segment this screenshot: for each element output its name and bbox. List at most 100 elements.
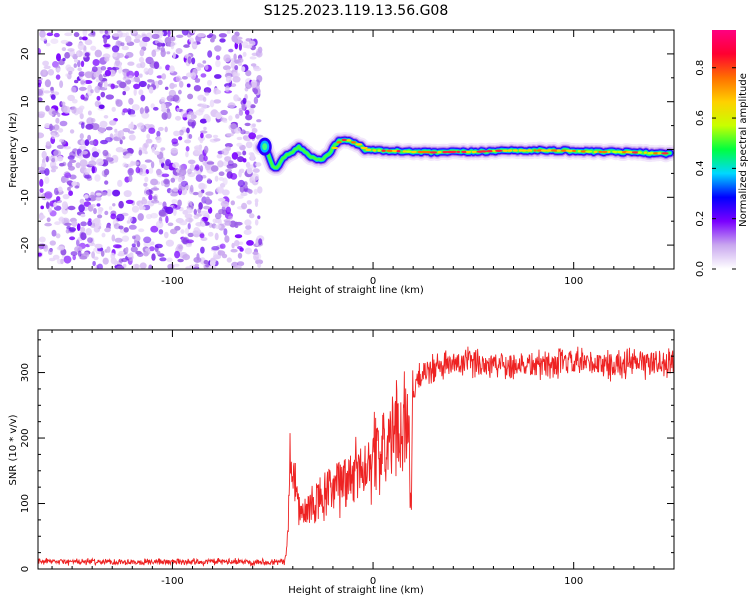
noise-speckle-dot bbox=[98, 74, 103, 81]
snr-xlabel: Height of straight line (km) bbox=[288, 585, 424, 596]
noise-speckle-dot bbox=[190, 114, 197, 120]
noise-speckle-dot bbox=[81, 122, 85, 129]
noise-speckle-dot bbox=[80, 226, 86, 233]
noise-speckle-dot bbox=[160, 46, 165, 53]
noise-speckle-dot bbox=[256, 119, 262, 123]
noise-speckle-dot bbox=[194, 147, 201, 155]
noise-speckle-dot bbox=[128, 75, 133, 79]
noise-speckle-dot bbox=[80, 94, 85, 100]
noise-speckle-dot bbox=[128, 123, 135, 130]
noise-speckle-dot bbox=[121, 235, 130, 242]
noise-speckle-dot bbox=[69, 129, 75, 134]
noise-speckle-dot bbox=[226, 133, 234, 137]
noise-speckle-dot bbox=[106, 246, 111, 253]
noise-speckle-dot bbox=[39, 178, 44, 187]
noise-speckle-dot bbox=[220, 200, 230, 208]
noise-speckle-dot bbox=[117, 179, 123, 187]
noise-speckle-dot bbox=[63, 146, 71, 150]
signal-ridge-peak bbox=[607, 150, 611, 154]
noise-speckle-dot bbox=[44, 79, 52, 88]
noise-speckle-dot bbox=[77, 42, 85, 51]
noise-speckle-dot bbox=[231, 34, 238, 43]
noise-speckle-dot bbox=[240, 169, 244, 174]
noise-speckle-dot bbox=[116, 53, 125, 58]
noise-speckle-dot bbox=[115, 147, 124, 153]
noise-speckle-dot bbox=[84, 174, 92, 179]
noise-speckle-dot bbox=[104, 69, 111, 77]
noise-speckle-dot bbox=[230, 200, 235, 206]
noise-speckle-dot bbox=[227, 160, 234, 167]
noise-speckle-dot bbox=[190, 72, 196, 80]
noise-speckle-dot bbox=[188, 111, 194, 116]
noise-speckle-dot bbox=[62, 57, 66, 62]
noise-speckle-dot bbox=[215, 112, 222, 120]
noise-speckle-dot bbox=[74, 185, 80, 189]
noise-speckle-dot bbox=[78, 71, 85, 77]
noise-speckle-dot bbox=[57, 186, 63, 193]
noise-speckle-dot bbox=[198, 182, 206, 190]
noise-speckle-dot bbox=[187, 118, 194, 123]
noise-speckle-dot bbox=[50, 86, 54, 91]
noise-speckle-dot bbox=[160, 97, 166, 102]
noise-speckle-dot bbox=[166, 95, 175, 102]
signal-ridge-peak bbox=[598, 150, 603, 154]
snr-ytick-label: 100 bbox=[20, 494, 31, 513]
noise-speckle-dot bbox=[93, 256, 99, 261]
signal-ridge-peak bbox=[521, 149, 528, 152]
noise-speckle-dot bbox=[184, 139, 192, 144]
spectrogram-ylabel: Frequency (Hz) bbox=[8, 112, 19, 188]
noise-speckle-dot bbox=[100, 192, 108, 196]
noise-speckle-dot bbox=[246, 167, 253, 175]
noise-speckle-dot bbox=[55, 117, 60, 124]
colorbar-label: Normalized spectral amplitude bbox=[738, 73, 749, 227]
noise-speckle-dot bbox=[104, 56, 110, 62]
noise-speckle-dot bbox=[38, 88, 44, 96]
noise-speckle-dot bbox=[129, 114, 136, 118]
noise-speckle-dot bbox=[189, 184, 194, 193]
noise-speckle-dot bbox=[128, 224, 137, 230]
noise-speckle-dot bbox=[91, 156, 95, 162]
noise-speckle-dot bbox=[244, 100, 252, 108]
noise-speckle-dot bbox=[193, 208, 197, 215]
noise-speckle-dot bbox=[163, 178, 170, 185]
noise-speckle-dot bbox=[241, 66, 246, 72]
noise-speckle-dot bbox=[181, 126, 187, 131]
noise-speckle-dot bbox=[156, 168, 162, 176]
noise-speckle-dot bbox=[198, 154, 205, 163]
noise-speckle-dot bbox=[205, 196, 211, 205]
noise-speckle-dot bbox=[148, 194, 153, 201]
noise-speckle-dot bbox=[135, 79, 141, 83]
noise-speckle-dot bbox=[93, 208, 97, 215]
noise-speckle-dot bbox=[205, 191, 214, 196]
noise-speckle-dot bbox=[80, 232, 87, 241]
noise-speckle-dot bbox=[151, 146, 155, 153]
noise-speckle-dot bbox=[200, 132, 204, 139]
noise-speckle-dot bbox=[77, 67, 82, 72]
noise-speckle-dot bbox=[79, 159, 88, 168]
noise-speckle-dot bbox=[39, 214, 46, 219]
noise-speckle-dot bbox=[234, 65, 239, 71]
noise-speckle-dot bbox=[198, 202, 203, 210]
noise-speckle-dot bbox=[110, 213, 117, 220]
noise-speckle-dot bbox=[173, 84, 177, 88]
noise-speckle-dot bbox=[59, 120, 68, 127]
noise-speckle-dot bbox=[165, 215, 169, 224]
noise-speckle-dot bbox=[109, 120, 117, 126]
noise-speckle-dot bbox=[94, 100, 100, 107]
noise-speckle-dot bbox=[220, 109, 228, 116]
signal-ridge-peak bbox=[486, 150, 494, 153]
noise-speckle-dot bbox=[73, 59, 79, 63]
noise-speckle-dot bbox=[104, 30, 109, 34]
signal-ridge-peak bbox=[405, 150, 412, 153]
noise-speckle-dot bbox=[122, 263, 127, 268]
noise-speckle-dot bbox=[179, 129, 184, 136]
noise-speckle-dot bbox=[38, 97, 43, 102]
noise-speckle-dot bbox=[127, 167, 134, 176]
noise-speckle-dot bbox=[135, 166, 141, 174]
signal-ridge-peak bbox=[341, 138, 347, 142]
noise-speckle-dot bbox=[223, 54, 231, 63]
noise-speckle-dot bbox=[251, 127, 258, 134]
noise-speckle-dot bbox=[166, 257, 173, 263]
noise-speckle-dot bbox=[197, 64, 205, 68]
noise-speckle-dot bbox=[84, 52, 90, 57]
